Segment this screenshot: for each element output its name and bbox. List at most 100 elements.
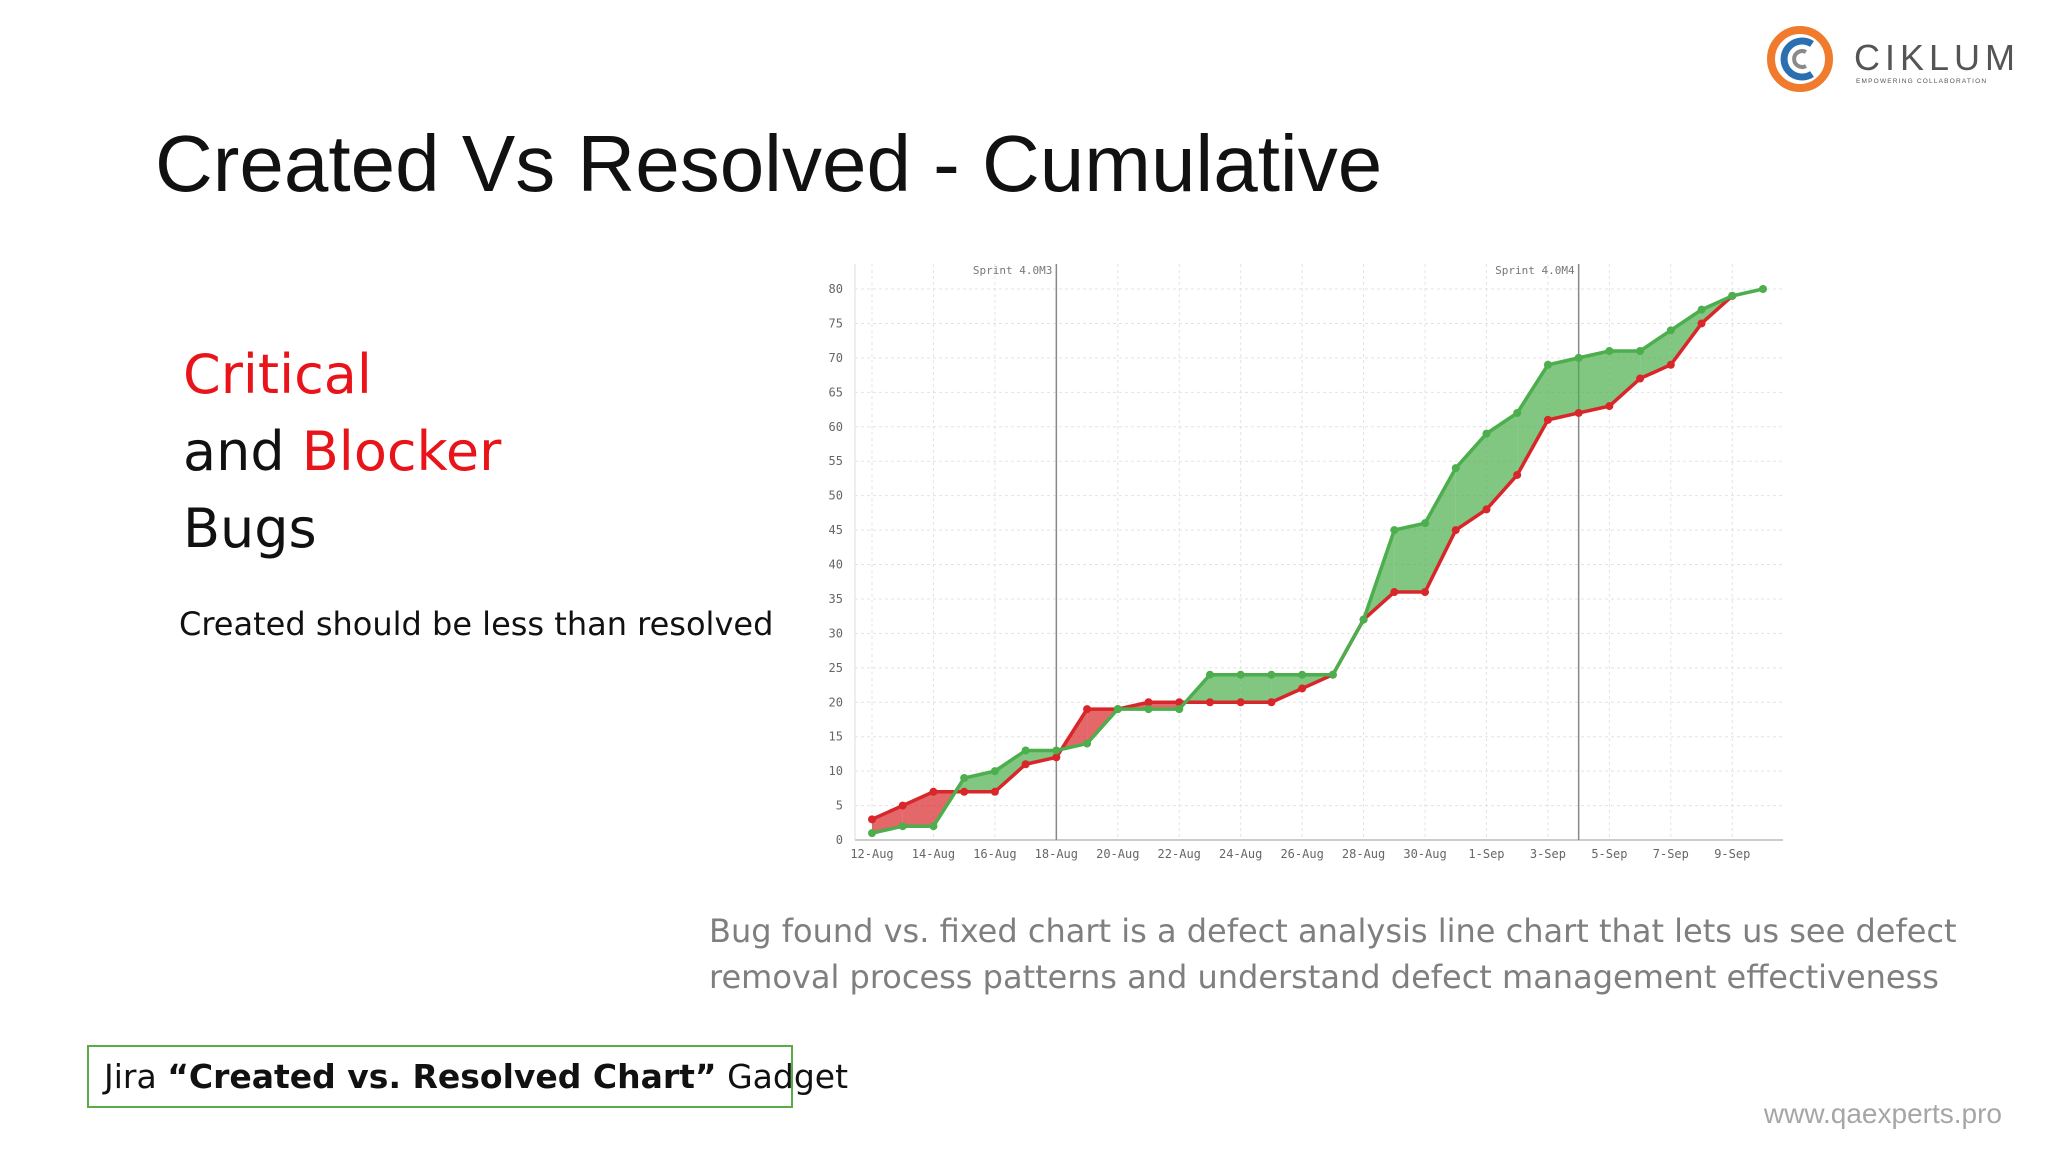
caption-box: Jira “Created vs. Resolved Chart” Gadget xyxy=(87,1045,848,1108)
data-point xyxy=(960,787,969,796)
data-point xyxy=(1605,402,1614,411)
data-point xyxy=(1543,360,1552,369)
note: Created should be less than resolved xyxy=(179,605,774,643)
series-line xyxy=(871,287,1764,835)
data-point xyxy=(1513,470,1522,479)
data-point xyxy=(898,801,907,810)
data-point xyxy=(1759,285,1767,293)
y-tick-label: 65 xyxy=(829,385,843,399)
y-tick-label: 70 xyxy=(829,351,843,365)
data-point xyxy=(1083,739,1092,748)
data-point xyxy=(990,787,999,796)
logo-name: CIKLUM xyxy=(1854,37,2020,78)
data-point xyxy=(1052,753,1061,762)
x-tick-label: 12-Aug xyxy=(850,847,893,861)
y-tick-label: 5 xyxy=(836,799,843,813)
x-tick-label: 9-Sep xyxy=(1714,847,1750,861)
data-point xyxy=(1113,705,1122,714)
y-tick-label: 75 xyxy=(829,316,843,330)
data-point xyxy=(1421,588,1430,597)
y-tick-label: 40 xyxy=(829,558,843,572)
data-point xyxy=(1574,353,1583,362)
y-tick-label: 45 xyxy=(829,523,843,537)
y-tick-label: 15 xyxy=(829,730,843,744)
data-point xyxy=(990,767,999,776)
y-tick-label: 35 xyxy=(829,592,843,606)
x-tick-label: 7-Sep xyxy=(1653,847,1689,861)
caption-text: Gadget xyxy=(716,1057,849,1096)
y-tick-label: 25 xyxy=(829,661,843,675)
data-point xyxy=(1205,698,1214,707)
data-point xyxy=(1144,698,1153,707)
difference-area xyxy=(1455,433,1487,531)
x-tick-label: 14-Aug xyxy=(912,847,955,861)
x-tick-label: 24-Aug xyxy=(1219,847,1262,861)
y-tick-label: 60 xyxy=(829,420,843,434)
footer: www.qaexperts.pro xyxy=(1763,1098,2002,1129)
data-point xyxy=(1267,670,1276,679)
data-point xyxy=(1390,588,1399,597)
x-tick-label: 5-Sep xyxy=(1591,847,1627,861)
data-point xyxy=(1666,326,1675,335)
data-point xyxy=(1666,360,1675,369)
data-point xyxy=(868,829,876,838)
difference-area xyxy=(902,791,934,827)
difference-area xyxy=(1209,674,1241,703)
sprint-label: Sprint 4.0M3 xyxy=(973,264,1052,277)
heading-line: and Blocker xyxy=(183,420,501,483)
data-point xyxy=(1175,705,1184,714)
heading-bugs: Bugs xyxy=(183,497,317,560)
logo-tagline: EMPOWERING COLLABORATION xyxy=(1856,78,1987,85)
data-point xyxy=(1052,746,1061,755)
heading-line: Bugs xyxy=(183,497,317,560)
data-point xyxy=(1697,305,1706,314)
data-point xyxy=(868,815,876,824)
heading-and: and xyxy=(183,420,302,483)
data-point xyxy=(898,822,907,831)
y-tick-label: 80 xyxy=(829,282,843,296)
data-point xyxy=(1298,684,1307,693)
x-tick-label: 3-Sep xyxy=(1530,847,1566,861)
data-point xyxy=(1021,760,1030,769)
y-tick-label: 20 xyxy=(829,695,843,709)
difference-area xyxy=(1425,468,1456,593)
data-point xyxy=(960,774,969,783)
data-point xyxy=(1175,698,1184,707)
difference-area xyxy=(1486,412,1518,510)
data-point xyxy=(1267,698,1276,707)
data-point xyxy=(1236,670,1245,679)
data-point xyxy=(1728,291,1737,300)
data-point xyxy=(1205,670,1214,679)
difference-area xyxy=(1609,350,1641,407)
data-point xyxy=(1636,374,1645,383)
data-point xyxy=(929,787,938,796)
data-point xyxy=(1421,519,1430,528)
y-tick-label: 55 xyxy=(829,454,843,468)
y-tick-label: 50 xyxy=(829,489,843,503)
data-point xyxy=(1144,705,1153,714)
data-point xyxy=(1513,408,1522,417)
x-tick-label: 26-Aug xyxy=(1280,847,1323,861)
data-point xyxy=(929,822,938,831)
data-point xyxy=(1083,705,1092,714)
data-point xyxy=(1328,670,1337,679)
data-point xyxy=(1574,408,1583,417)
x-tick-label: 16-Aug xyxy=(973,847,1016,861)
difference-area xyxy=(1670,309,1702,365)
data-point xyxy=(1482,505,1491,514)
x-tick-label: 28-Aug xyxy=(1342,847,1385,861)
heading-blocker: Blocker xyxy=(301,420,502,483)
slide-title: Created Vs Resolved - Cumulative xyxy=(155,119,1383,208)
y-tick-label: 0 xyxy=(836,833,843,847)
description-line: removal process patterns and understand … xyxy=(709,958,1939,996)
data-point xyxy=(1021,746,1030,755)
heading-line: Critical xyxy=(183,343,372,406)
sprint-label: Sprint 4.0M4 xyxy=(1495,264,1575,277)
data-point xyxy=(1697,319,1706,328)
data-point xyxy=(1451,526,1460,535)
logo-mark xyxy=(1767,26,1833,92)
x-tick-label: 22-Aug xyxy=(1158,847,1201,861)
data-point xyxy=(1605,346,1614,355)
